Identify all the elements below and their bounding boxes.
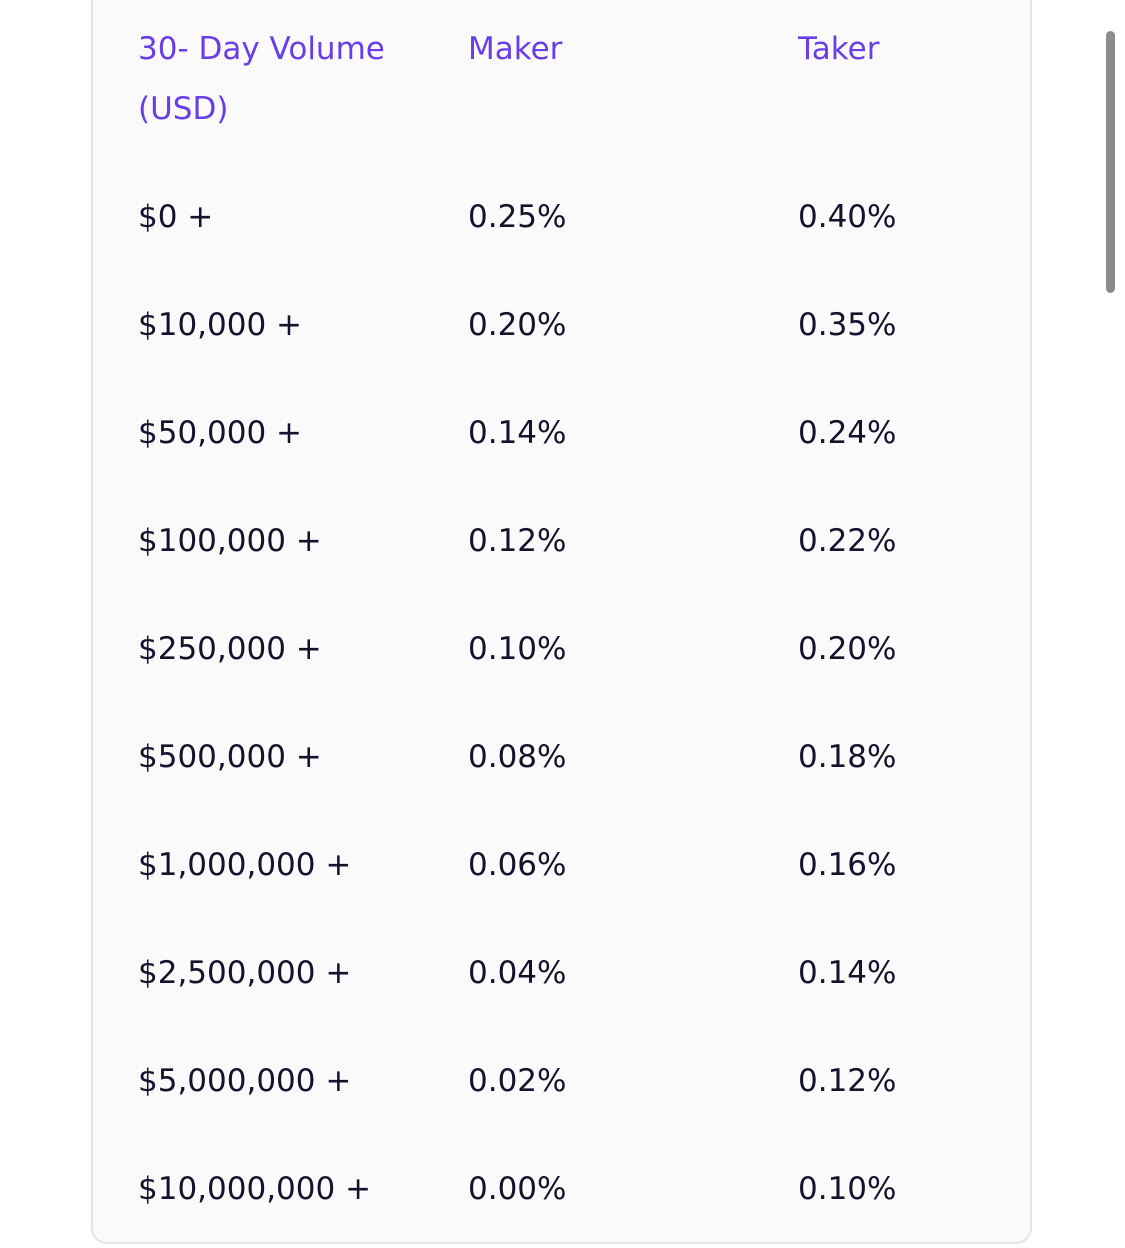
- vertical-scrollbar[interactable]: [1106, 31, 1115, 293]
- volume-cell: $0 +: [138, 199, 214, 235]
- volume-cell: $100,000 +: [138, 523, 322, 559]
- taker-cell: 0.24%: [798, 415, 897, 451]
- taker-cell: 0.14%: [798, 955, 897, 991]
- volume-cell: $1,000,000 +: [138, 847, 352, 883]
- volume-cell: $2,500,000 +: [138, 955, 352, 991]
- maker-cell: 0.02%: [468, 1063, 567, 1099]
- taker-cell: 0.12%: [798, 1063, 897, 1099]
- taker-cell: 0.10%: [798, 1171, 897, 1207]
- taker-cell: 0.35%: [798, 307, 897, 343]
- header-volume: 30- Day Volume: [138, 31, 385, 67]
- maker-cell: 0.25%: [468, 199, 567, 235]
- header-taker: Taker: [798, 31, 880, 67]
- taker-cell: 0.16%: [798, 847, 897, 883]
- header-maker: Maker: [468, 31, 563, 67]
- taker-cell: 0.22%: [798, 523, 897, 559]
- taker-cell: 0.20%: [798, 631, 897, 667]
- maker-cell: 0.00%: [468, 1171, 567, 1207]
- volume-cell: $5,000,000 +: [138, 1063, 352, 1099]
- volume-cell: $250,000 +: [138, 631, 322, 667]
- maker-cell: 0.14%: [468, 415, 567, 451]
- volume-cell: $10,000,000 +: [138, 1171, 372, 1207]
- taker-cell: 0.40%: [798, 199, 897, 235]
- maker-cell: 0.12%: [468, 523, 567, 559]
- header-volume-unit: (USD): [138, 91, 229, 127]
- maker-cell: 0.06%: [468, 847, 567, 883]
- volume-cell: $50,000 +: [138, 415, 303, 451]
- volume-cell: $10,000 +: [138, 307, 303, 343]
- volume-cell: $500,000 +: [138, 739, 322, 775]
- maker-cell: 0.08%: [468, 739, 567, 775]
- maker-cell: 0.04%: [468, 955, 567, 991]
- maker-cell: 0.10%: [468, 631, 567, 667]
- maker-cell: 0.20%: [468, 307, 567, 343]
- taker-cell: 0.18%: [798, 739, 897, 775]
- fee-table-card: [91, 0, 1032, 1244]
